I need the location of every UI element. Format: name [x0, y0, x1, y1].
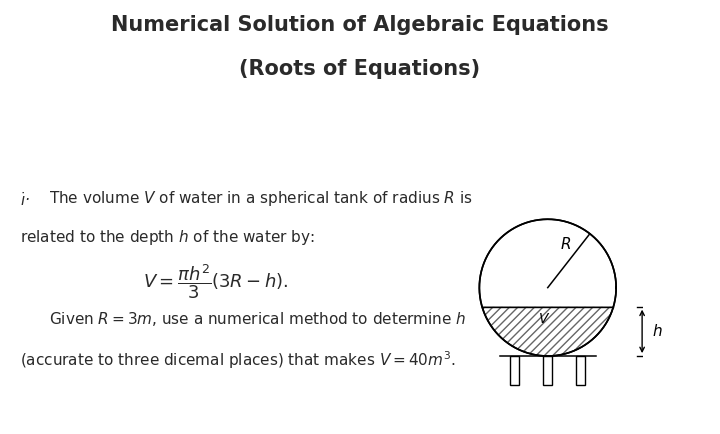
Text: Given $R=3m$, use a numerical method to determine $h$: Given $R=3m$, use a numerical method to …	[49, 310, 467, 328]
Text: $V = \dfrac{\pi h^2}{3}(3R-h).$: $V = \dfrac{\pi h^2}{3}(3R-h).$	[143, 263, 289, 301]
Text: $\dot{\imath}$·: $\dot{\imath}$·	[20, 191, 30, 209]
FancyBboxPatch shape	[510, 356, 519, 385]
Text: Numerical Solution of Algebraic Equations: Numerical Solution of Algebraic Equation…	[111, 15, 609, 35]
FancyBboxPatch shape	[544, 356, 552, 385]
Text: (accurate to three dicemal places) that makes $V=40m^3$.: (accurate to three dicemal places) that …	[20, 349, 456, 371]
Text: (Roots of Equations): (Roots of Equations)	[240, 59, 480, 79]
Text: $R$: $R$	[560, 236, 571, 252]
Text: $V$: $V$	[538, 312, 551, 326]
FancyBboxPatch shape	[576, 356, 585, 385]
Text: The volume $V$ of water in a spherical tank of radius $R$ is: The volume $V$ of water in a spherical t…	[49, 189, 472, 208]
Text: related to the depth $h$ of the water by:: related to the depth $h$ of the water by…	[20, 228, 315, 247]
Text: $h$: $h$	[652, 323, 662, 339]
